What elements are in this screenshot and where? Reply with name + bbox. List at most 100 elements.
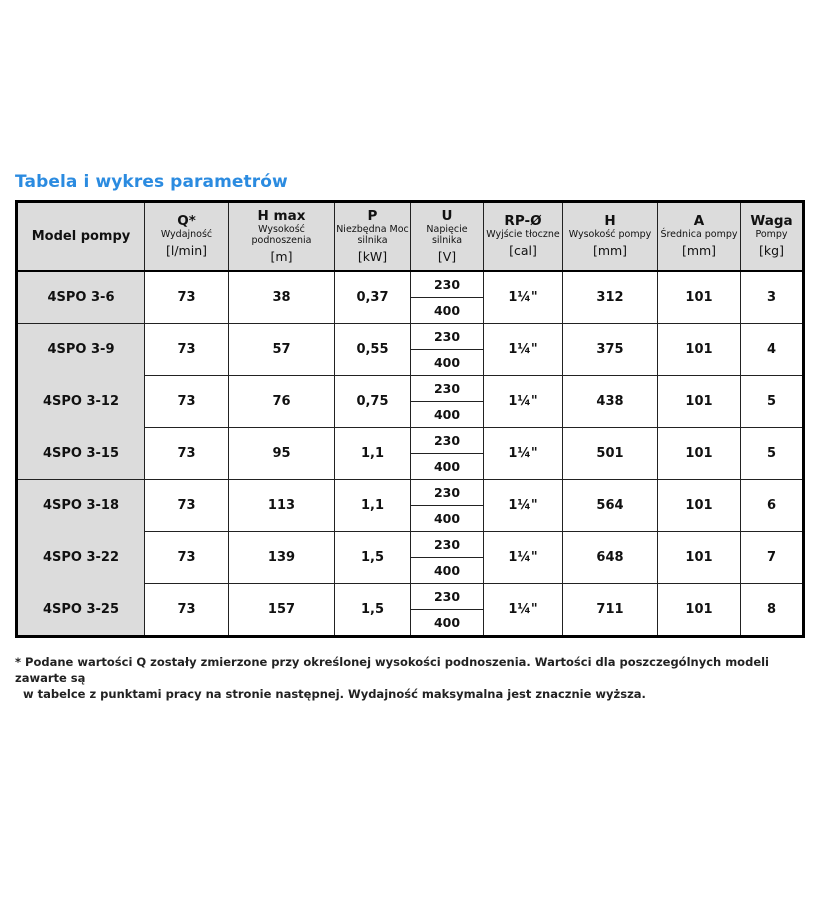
diameter-cell: 101 <box>657 323 741 376</box>
header-desc: Wysokość podnoszenia <box>251 223 312 246</box>
outlet-cell: 1¼" <box>483 427 563 480</box>
voltage-400-cell: 400 <box>410 557 484 584</box>
header-sym: H max <box>257 207 306 224</box>
hmax-cell: 57 <box>228 323 335 376</box>
header-sym: RP-Ø <box>504 213 542 229</box>
header-col: U Napięcie silnika [V] <box>410 201 484 272</box>
header-sym: A <box>693 213 705 229</box>
header-desc: Wydajność <box>160 229 213 240</box>
model-cell: 4SPO 3-6 <box>16 270 145 324</box>
header-unit: [kg] <box>759 243 784 258</box>
voltage-230-cell: 230 <box>410 427 484 454</box>
footnote: * Podane wartości Q zostały zmierzone pr… <box>15 654 816 702</box>
outlet-cell: 1¼" <box>483 375 563 428</box>
q-cell: 73 <box>144 583 229 637</box>
power-cell: 0,37 <box>334 270 411 324</box>
table-row-sub: 400 <box>17 453 804 480</box>
hmax-cell: 113 <box>228 479 335 532</box>
model-cell: 4SPO 3-9 <box>16 323 145 376</box>
voltage-400-cell: 400 <box>410 349 484 376</box>
header-desc: Pompy <box>755 229 788 240</box>
power-cell: 1,5 <box>334 531 411 584</box>
hmax-cell: 157 <box>228 583 335 637</box>
diameter-cell: 101 <box>657 583 741 637</box>
diameter-cell: 101 <box>657 479 741 532</box>
weight-cell: 5 <box>740 427 804 480</box>
table-row-sub: 400 <box>17 609 804 637</box>
voltage-400-cell: 400 <box>410 453 484 480</box>
q-cell: 73 <box>144 427 229 480</box>
voltage-400-cell: 400 <box>410 505 484 532</box>
header-col: RP-Ø Wyjście tłoczne [cal] <box>483 201 563 272</box>
header-col: Waga Pompy [kg] <box>740 201 804 272</box>
voltage-230-cell: 230 <box>410 270 484 298</box>
voltage-230-cell: 230 <box>410 323 484 350</box>
header-sym: P <box>367 207 378 224</box>
height-cell: 648 <box>562 531 658 584</box>
hmax-cell: 76 <box>228 375 335 428</box>
voltage-230-cell: 230 <box>410 375 484 402</box>
power-cell: 1,1 <box>334 427 411 480</box>
header-unit: [l/min] <box>165 243 207 258</box>
header-sym: U <box>441 207 453 224</box>
voltage-400-cell: 400 <box>410 297 484 324</box>
weight-cell: 4 <box>740 323 804 376</box>
header-col: P Niezbędna Moc silnika [kW] <box>334 201 411 272</box>
height-cell: 312 <box>562 270 658 324</box>
outlet-cell: 1¼" <box>483 323 563 376</box>
header-col: Q* Wydajność [l/min] <box>144 201 229 272</box>
header-unit: [kW] <box>357 248 388 264</box>
height-cell: 564 <box>562 479 658 532</box>
header-desc: Napięcie silnika <box>426 223 468 246</box>
model-cell: 4SPO 3-18 <box>16 479 145 532</box>
model-cell: 4SPO 3-22 <box>16 531 145 584</box>
table-header-row: Model pompy Q* Wydajność [l/min] H max Wysoko… <box>16 201 804 272</box>
header-unit: [V] <box>437 248 457 264</box>
voltage-400-cell: 400 <box>410 401 484 428</box>
hmax-cell: 139 <box>228 531 335 584</box>
diameter-cell: 101 <box>657 427 741 480</box>
q-cell: 73 <box>144 531 229 584</box>
height-cell: 375 <box>562 323 658 376</box>
table-row: 4SPO 3-18 73 113 1,1 230 1¼" 564 101 6 <box>16 479 804 532</box>
header-sym: Waga <box>750 213 793 229</box>
voltage-230-cell: 230 <box>410 531 484 558</box>
table-row: 4SPO 3-15 73 95 1,1 230 1¼" 501 101 5 <box>16 427 804 480</box>
hmax-cell: 95 <box>228 427 335 480</box>
footnote-line-1: * Podane wartości Q zostały zmierzone pr… <box>15 655 770 685</box>
header-unit: [cal] <box>509 243 537 258</box>
header-col: A Średnica pompy [mm] <box>657 201 741 272</box>
power-cell: 1,1 <box>334 479 411 532</box>
q-cell: 73 <box>144 323 229 376</box>
hmax-cell: 38 <box>228 270 335 324</box>
weight-cell: 6 <box>740 479 804 532</box>
table-row: 4SPO 3-25 73 157 1,5 230 1¼" 711 101 8 <box>16 583 804 637</box>
header-unit: [mm] <box>592 243 628 258</box>
outlet-cell: 1¼" <box>483 270 563 324</box>
diameter-cell: 101 <box>657 270 741 324</box>
q-cell: 73 <box>144 479 229 532</box>
weight-cell: 8 <box>740 583 804 637</box>
section-title: Tabela i wykres parametrów <box>15 172 288 192</box>
power-cell: 0,75 <box>334 375 411 428</box>
header-sym: Model pompy <box>31 229 131 244</box>
header-col: H max Wysokość podnoszenia [m] <box>228 201 335 272</box>
weight-cell: 5 <box>740 375 804 428</box>
weight-cell: 3 <box>740 270 804 324</box>
table-row: 4SPO 3-9 73 57 0,55 230 1¼" 375 101 4 <box>16 323 804 376</box>
table-row-sub: 400 <box>17 505 804 532</box>
header-desc: Wyjście tłoczne <box>486 229 560 240</box>
table-row-sub: 400 <box>17 297 804 324</box>
diameter-cell: 101 <box>657 375 741 428</box>
voltage-230-cell: 230 <box>410 583 484 610</box>
model-cell: 4SPO 3-25 <box>16 583 145 637</box>
diameter-cell: 101 <box>657 531 741 584</box>
power-cell: 1,5 <box>334 583 411 637</box>
parameters-table: Model pompy Q* Wydajność [l/min] H max Wysoko… <box>15 200 805 638</box>
table-row: 4SPO 3-22 73 139 1,5 230 1¼" 648 101 7 <box>16 531 804 584</box>
table-row: 4SPO 3-6 73 38 0,37 230 1¼" 312 101 3 <box>16 270 804 324</box>
height-cell: 711 <box>562 583 658 637</box>
footnote-line-2: w tabelce z punktami pracy na stronie na… <box>23 687 646 701</box>
q-cell: 73 <box>144 270 229 324</box>
outlet-cell: 1¼" <box>483 583 563 637</box>
